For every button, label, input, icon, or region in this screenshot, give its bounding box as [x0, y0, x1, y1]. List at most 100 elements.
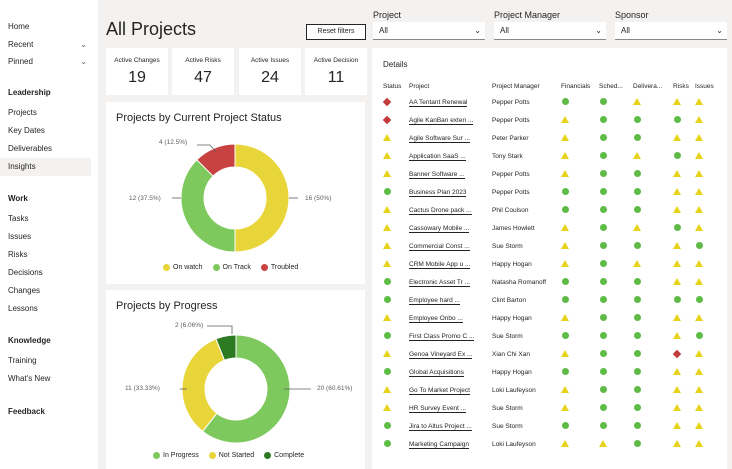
table-row[interactable]: Agile KanBan exten ... Pepper Potts [382, 111, 719, 129]
project-cell[interactable]: Cassowary Mobile ... [409, 219, 492, 237]
project-link[interactable]: Marketing Campaign [409, 440, 469, 449]
filter-select-project-manager[interactable]: All ⌄ [494, 22, 606, 40]
project-cell[interactable]: CRM Mobile App u ... [409, 255, 492, 273]
table-row[interactable]: Application SaaS ... Tony Stark [383, 147, 719, 165]
table-row[interactable]: Business Plan 2023 Pepper Potts [383, 183, 719, 201]
project-cell[interactable]: Employee Onbo ... [409, 309, 492, 327]
filter-select-sponsor[interactable]: All ⌄ [615, 22, 727, 40]
table-row[interactable]: Genoa Vineyard Ex ... Xian Chi Xan [383, 345, 719, 363]
sidebar-section-feedback[interactable]: Feedback [8, 407, 45, 416]
project-link[interactable]: Cassowary Mobile ... [409, 224, 470, 233]
project-cell[interactable]: Go To Market Project [409, 381, 492, 399]
reset-filters-button[interactable]: Reset filters [306, 24, 366, 40]
table-row[interactable]: First Class Promo C ... Sue Storm [383, 327, 719, 345]
project-link[interactable]: Genoa Vineyard Ex ... [409, 350, 473, 359]
project-link[interactable]: Application SaaS ... [409, 152, 466, 161]
table-row[interactable]: Marketing Campaign Loki Laufeyson [383, 435, 719, 453]
project-cell[interactable]: Global Acquisitions [409, 363, 492, 381]
project-link[interactable]: First Class Promo C ... [409, 332, 475, 341]
project-link[interactable]: Agile KanBan exten ... [409, 116, 474, 125]
legend-item[interactable]: Complete [264, 452, 304, 459]
column-header-risks[interactable]: Risks [673, 82, 689, 90]
column-header-sched[interactable]: Sched... [599, 82, 623, 90]
sidebar-item-changes[interactable]: Changes [0, 282, 91, 300]
project-cell[interactable]: Genoa Vineyard Ex ... [409, 345, 492, 363]
legend-item[interactable]: On Track [212, 264, 251, 271]
sidebar-item-issues[interactable]: Issues [0, 228, 91, 246]
project-cell[interactable]: First Class Promo C ... [409, 327, 492, 345]
column-header-issues[interactable]: Issues [695, 82, 714, 90]
table-row[interactable]: Employee Onbo ... Happy Hogan [383, 309, 719, 327]
donut-slice-in-progress[interactable] [201, 334, 291, 444]
project-link[interactable]: Banner Software ... [409, 170, 465, 179]
table-row[interactable]: Jira to Altus Project ... Sue Storm [383, 417, 719, 435]
sidebar-item-decisions[interactable]: Decisions [0, 264, 91, 282]
column-header-financials[interactable]: Financials [561, 82, 591, 90]
table-row[interactable]: CRM Mobile App u ... Happy Hogan [383, 255, 719, 273]
project-cell[interactable]: Commercial Const ... [409, 237, 492, 255]
table-row[interactable]: Agile Software Sur ... Peter Parker [383, 129, 719, 147]
table-row[interactable]: Employee hard ... Clint Barton [383, 291, 719, 309]
sidebar-item-home[interactable]: Home [0, 18, 91, 36]
table-row[interactable]: HR Survey Event ... Sue Storm [383, 399, 719, 417]
donut-slice-complete[interactable] [215, 334, 237, 361]
project-cell[interactable]: Application SaaS ... [409, 147, 492, 165]
project-cell[interactable]: Marketing Campaign [409, 435, 492, 453]
project-link[interactable]: Commercial Const ... [409, 242, 470, 251]
project-cell[interactable]: HR Survey Event ... [409, 399, 492, 417]
legend-item[interactable]: On watch [163, 264, 203, 271]
sidebar-item-what-s-new[interactable]: What's New [0, 370, 91, 388]
sidebar-item-pinned[interactable]: Pinned ⌄ [0, 53, 91, 71]
project-link[interactable]: AA Tentant Renewal [409, 98, 468, 107]
table-row[interactable]: Cassowary Mobile ... James Howlett [383, 219, 719, 237]
project-cell[interactable]: Agile KanBan exten ... [409, 111, 492, 129]
project-cell[interactable]: Banner Software ... [409, 165, 492, 183]
donut-slice-not-started[interactable] [181, 338, 226, 433]
project-link[interactable]: Electronic Asset Tr ... [409, 278, 471, 287]
sidebar-item-risks[interactable]: Risks [0, 246, 91, 264]
sidebar-item-training[interactable]: Training [0, 352, 91, 370]
sidebar-item-deliverables[interactable]: Deliverables [0, 140, 91, 158]
column-header-project[interactable]: Project [409, 82, 430, 90]
project-link[interactable]: Go To Market Project [409, 386, 470, 395]
donut-slice-troubled[interactable] [196, 143, 236, 177]
sidebar-item-insights[interactable]: Insights [0, 158, 91, 176]
project-cell[interactable]: Employee hard ... [409, 291, 492, 309]
project-cell[interactable]: AA Tentant Renewal [409, 93, 492, 111]
column-header-delivera[interactable]: Delivera... [633, 82, 663, 90]
project-link[interactable]: Business Plan 2023 [409, 188, 467, 197]
table-row[interactable]: Cactus Drone pack ... Phil Coulson [383, 201, 719, 219]
project-cell[interactable]: Agile Software Sur ... [409, 129, 492, 147]
legend-item[interactable]: Not Started [208, 452, 254, 459]
legend-item[interactable]: Troubled [260, 264, 298, 271]
project-link[interactable]: Agile Software Sur ... [409, 134, 471, 143]
table-row[interactable]: Go To Market Project Loki Laufeyson [383, 381, 719, 399]
project-link[interactable]: CRM Mobile App u ... [409, 260, 471, 269]
column-header-project-manager[interactable]: Project Manager [492, 82, 540, 90]
table-row[interactable]: Electronic Asset Tr ... Natasha Romanoff [383, 273, 719, 291]
project-link[interactable]: Global Acquisitions [409, 368, 464, 377]
project-link[interactable]: HR Survey Event ... [409, 404, 467, 413]
project-link[interactable]: Jira to Altus Project ... [409, 422, 472, 431]
legend-item[interactable]: In Progress [153, 452, 199, 459]
sidebar-item-lessons[interactable]: Lessons [0, 300, 91, 318]
project-cell[interactable]: Cactus Drone pack ... [409, 201, 492, 219]
table-row[interactable]: Commercial Const ... Sue Storm [383, 237, 719, 255]
project-cell[interactable]: Electronic Asset Tr ... [409, 273, 492, 291]
sidebar-item-key-dates[interactable]: Key Dates [0, 122, 91, 140]
table-row[interactable]: AA Tentant Renewal Pepper Potts [382, 93, 719, 111]
donut-slice-on-track[interactable] [180, 159, 236, 253]
filter-select-project[interactable]: All ⌄ [373, 22, 485, 40]
project-link[interactable]: Cactus Drone pack ... [409, 206, 472, 215]
sidebar-item-tasks[interactable]: Tasks [0, 210, 91, 228]
project-link[interactable]: Employee Onbo ... [409, 314, 463, 323]
project-link[interactable]: Employee hard ... [409, 296, 460, 305]
sidebar-item-recent[interactable]: Recent ⌄ [0, 36, 91, 54]
project-cell[interactable]: Business Plan 2023 [409, 183, 492, 201]
column-header-status[interactable]: Status [383, 82, 402, 90]
table-row[interactable]: Banner Software ... Pepper Potts [383, 165, 719, 183]
donut-slice-on-watch[interactable] [234, 143, 290, 253]
project-cell[interactable]: Jira to Altus Project ... [409, 417, 492, 435]
sidebar-item-projects[interactable]: Projects [0, 104, 91, 122]
table-row[interactable]: Global Acquisitions Happy Hogan [383, 363, 719, 381]
